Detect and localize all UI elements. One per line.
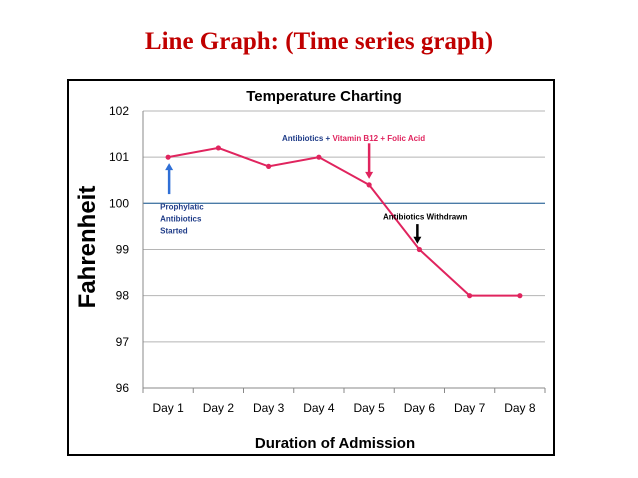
- x-tick-label: Day 7: [454, 401, 486, 415]
- arrow-up-icon: [165, 163, 174, 195]
- annotation-text: Antibiotics + Vitamin B12 + Folic Acid: [282, 134, 425, 143]
- y-tick-label: 100: [109, 196, 129, 210]
- data-point: [215, 145, 221, 151]
- y-tick-label: 101: [109, 150, 129, 164]
- arrow-down-icon: [413, 224, 422, 244]
- x-tick-label: Day 1: [152, 401, 184, 415]
- data-point: [266, 163, 272, 169]
- x-tick-label: Day 6: [404, 401, 436, 415]
- data-point: [517, 293, 523, 299]
- y-tick-label: 96: [116, 381, 130, 395]
- x-tick-label: Day 8: [504, 401, 536, 415]
- annotation-text: Antibiotics Withdrawn: [383, 212, 467, 221]
- x-tick-label: Day 3: [253, 401, 285, 415]
- series-line: [167, 146, 520, 297]
- x-tick-label: Day 4: [303, 401, 335, 415]
- y-tick-label: 98: [116, 289, 130, 303]
- y-tick-label: 97: [116, 335, 130, 349]
- x-tick-label: Day 2: [203, 401, 235, 415]
- y-tick-labels: 96 97 98 99 100 101 102: [109, 104, 129, 395]
- data-point: [467, 293, 473, 299]
- annotations: Prophylatic Antibiotics Started Antibiotics…: [160, 134, 467, 244]
- annotation-text: Prophylatic: [160, 202, 204, 211]
- x-tick-labels: Day 1 Day 2 Day 3 Day 4 Day 5 Day 6 Day 7 Day 8: [152, 401, 535, 415]
- annotation-text: Started: [160, 226, 188, 235]
- annotation-text: Antibiotics: [160, 214, 202, 223]
- x-axis-title: Duration of Admission: [255, 435, 415, 452]
- chart-frame: [67, 79, 555, 456]
- data-point: [165, 154, 171, 160]
- data-point: [366, 182, 372, 188]
- arrow-down-icon: [365, 143, 374, 179]
- data-point: [416, 246, 422, 253]
- slide-title: Line Graph: (Time series graph): [144, 28, 494, 55]
- series-line-layer: [165, 145, 523, 299]
- grid-lines: [142, 110, 546, 393]
- chart-title: Temperature Charting: [246, 88, 402, 105]
- y-tick-label: 99: [116, 243, 130, 257]
- x-tick-label: Day 5: [353, 401, 385, 415]
- data-point: [316, 154, 322, 160]
- y-tick-label: 102: [109, 104, 129, 118]
- y-axis-title: Fahrenheit: [74, 186, 101, 309]
